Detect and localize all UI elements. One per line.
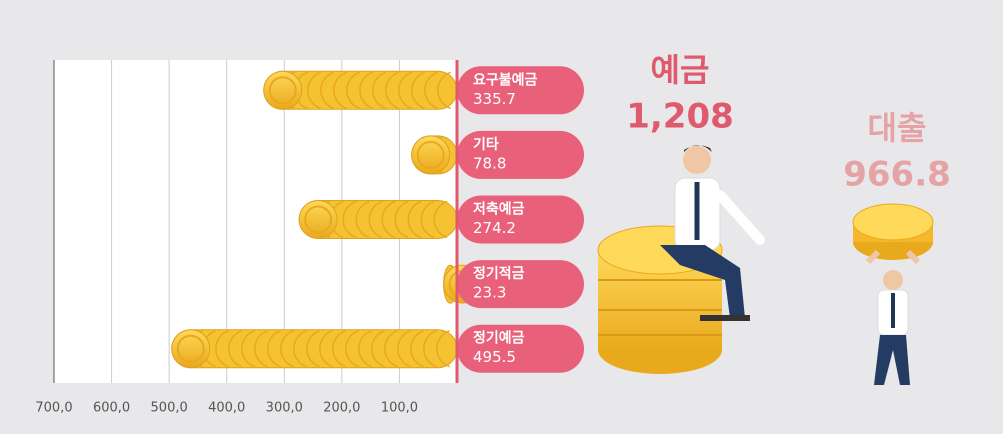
- chart: 700,0 600,0 500,0 400,0 300,0 200,0 100,0 요구불예금…: [0, 0, 1003, 434]
- value-label: 335.7: [473, 90, 516, 108]
- value-label: 274.2: [473, 219, 516, 237]
- value-label: 78.8: [473, 154, 506, 172]
- x-tick-label: 300,0: [266, 401, 303, 416]
- x-tick-label: 200,0: [323, 401, 360, 416]
- category-label: 정기적금: [473, 265, 525, 282]
- summary-label: 예금: [651, 51, 710, 89]
- x-tick-label: 600,0: [93, 401, 130, 416]
- summary-value: 1,208: [626, 97, 734, 137]
- x-tick-label: 100,0: [381, 401, 418, 416]
- summary-label: 대출: [868, 109, 927, 147]
- x-tick-label: 500,0: [151, 401, 188, 416]
- value-label: 23.3: [473, 284, 506, 302]
- value-label: 495.5: [473, 348, 516, 366]
- x-tick-label: 400,0: [208, 401, 245, 416]
- x-tick-label: 700,0: [35, 401, 72, 416]
- category-label: 정기예금: [473, 330, 525, 347]
- category-label: 기타: [473, 137, 499, 153]
- bar: [172, 330, 457, 368]
- summary-value: 966.8: [843, 155, 951, 195]
- category-label: 요구불예금: [473, 72, 538, 88]
- category-label: 저축예금: [473, 202, 525, 218]
